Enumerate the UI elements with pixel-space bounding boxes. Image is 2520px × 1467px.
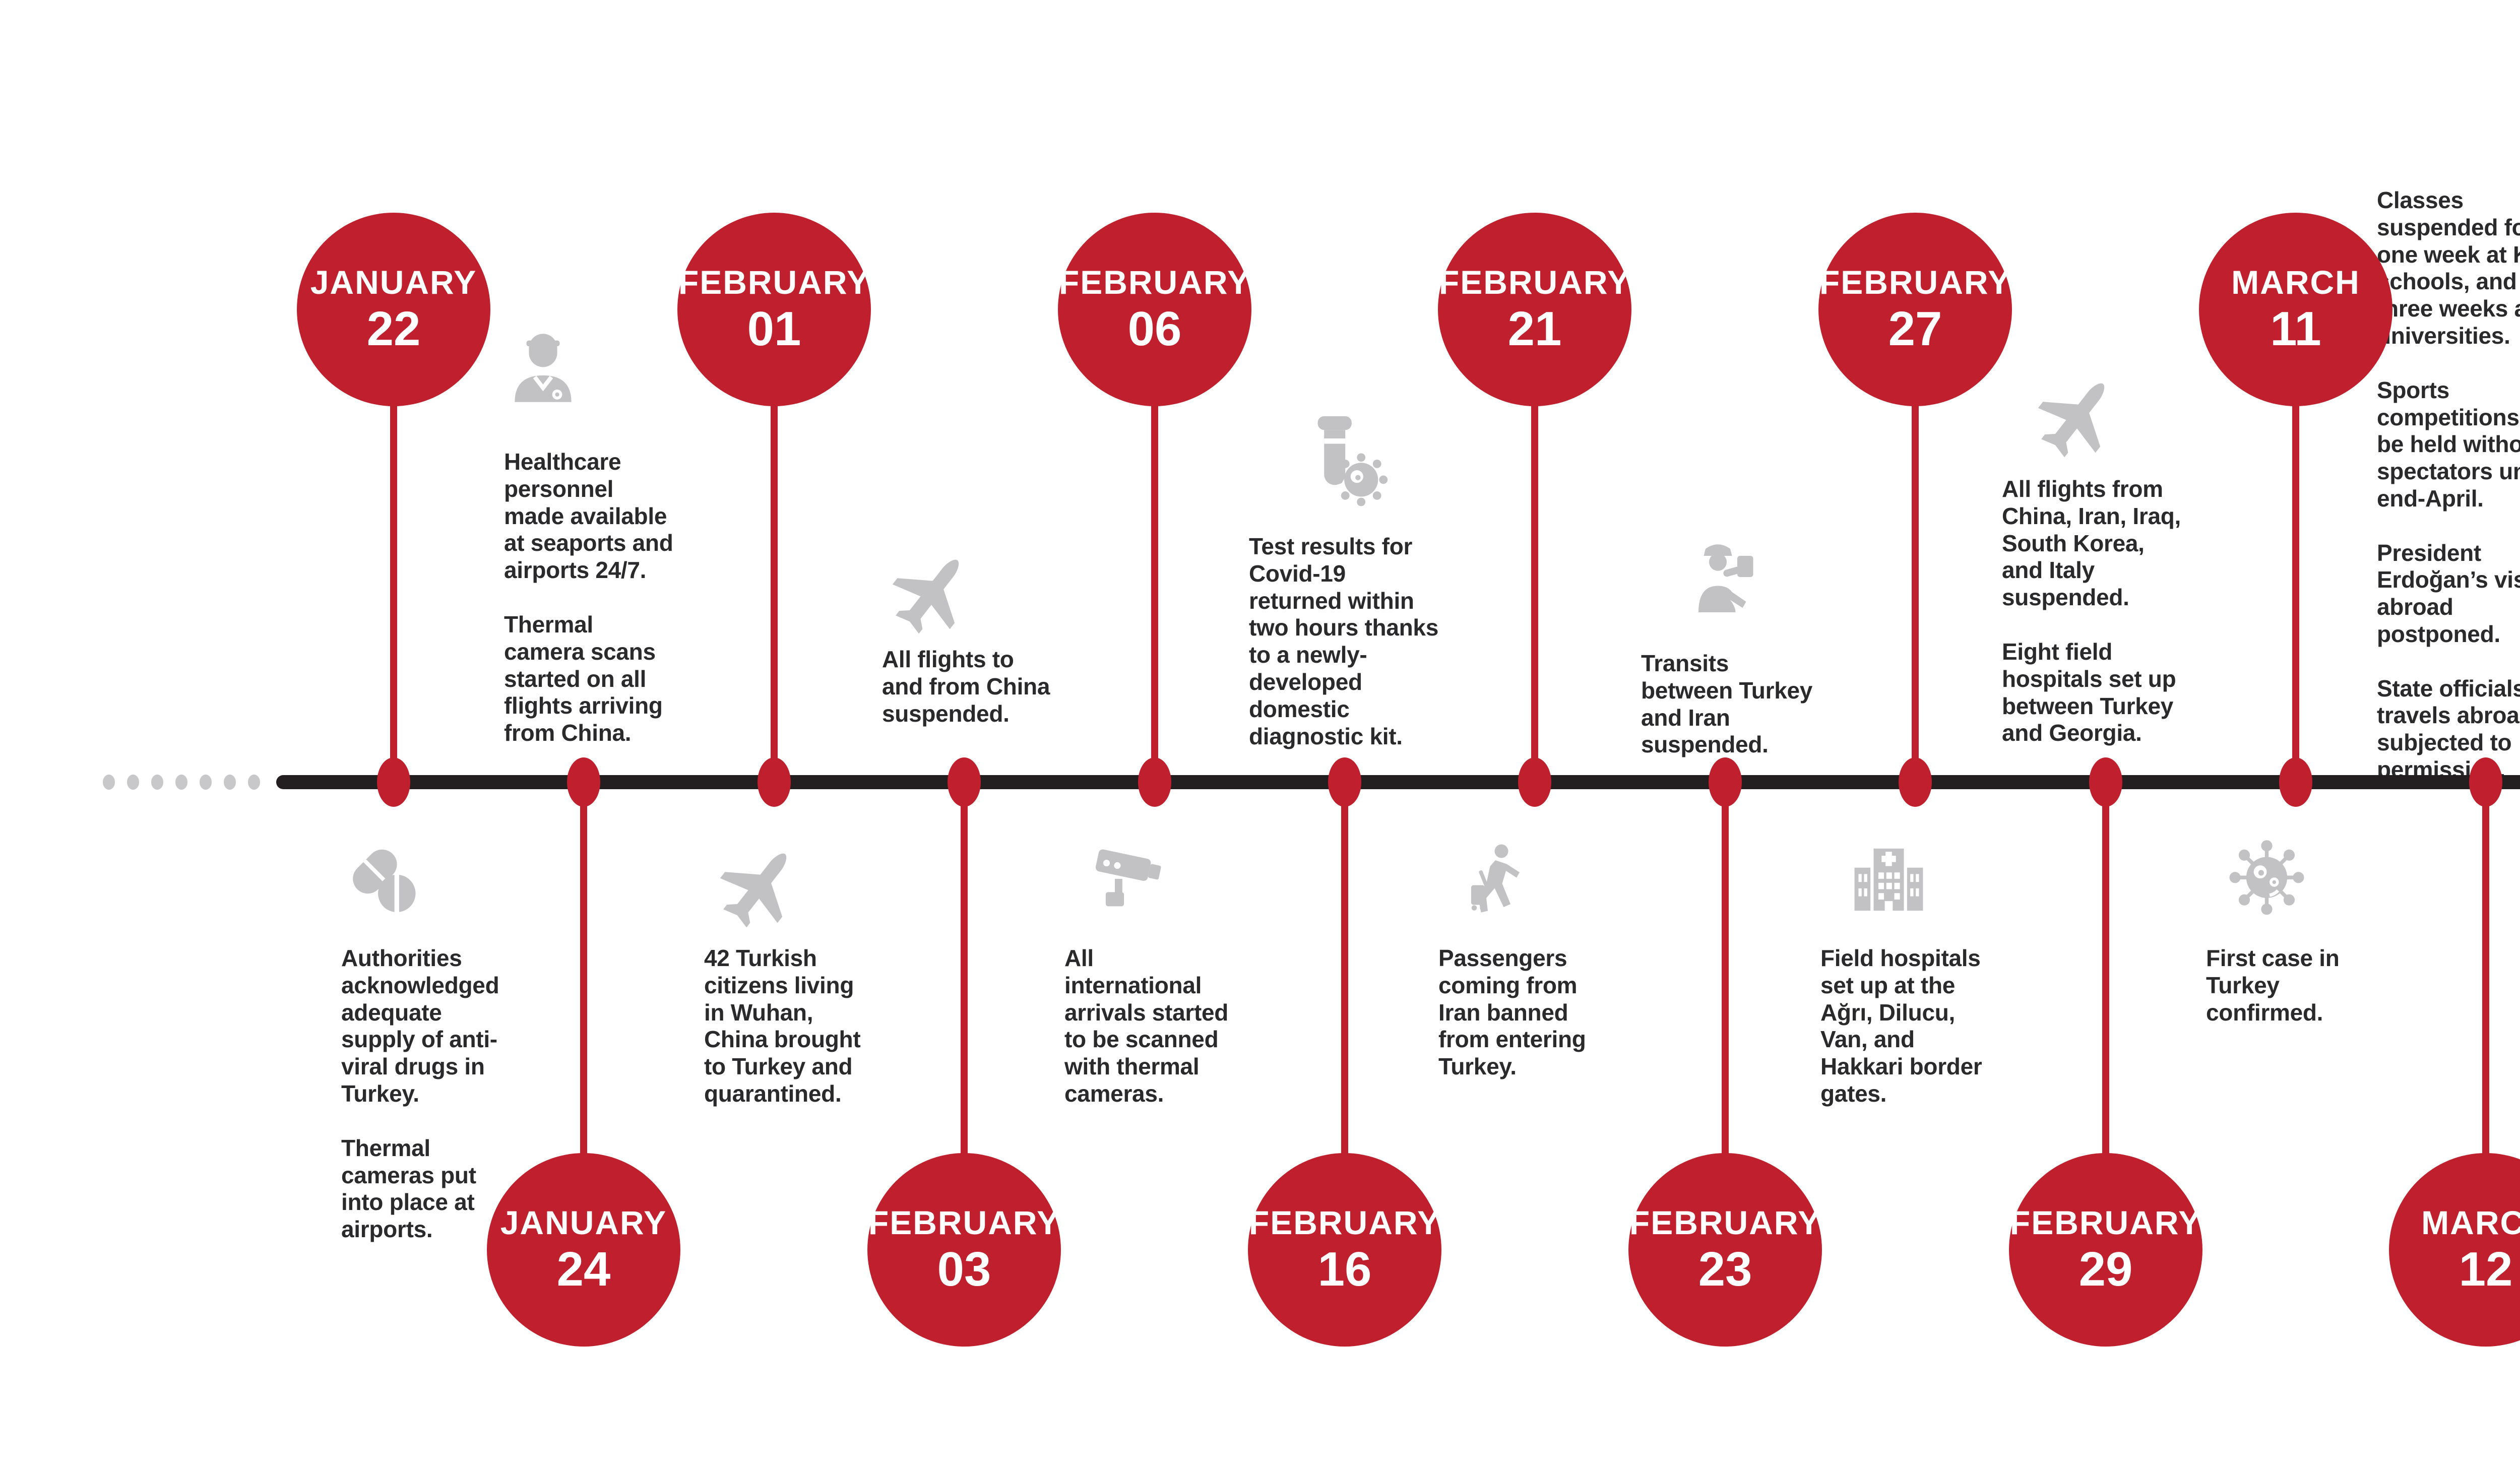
- event-description: All flights from China, Iran, Iraq, Sout…: [2002, 476, 2181, 746]
- event-day-label: 29: [2078, 1242, 2133, 1296]
- event-day-label: 16: [1317, 1242, 1372, 1296]
- event-description: Test results for Covid-19 returned withi…: [1249, 533, 1439, 749]
- event-date-bubble: FEBRUARY 29: [2009, 1153, 2202, 1347]
- event-month-label: FEBRUARY: [678, 264, 870, 301]
- event-connector-line: [1341, 782, 1348, 1250]
- lead-dot: [103, 775, 115, 790]
- event-date-bubble: FEBRUARY 27: [1818, 213, 2012, 406]
- airplane-icon: [2026, 370, 2124, 469]
- lead-dot: [224, 775, 236, 790]
- event-connector-line: [1531, 309, 1538, 782]
- event-month-label: JANUARY: [500, 1204, 667, 1242]
- timeline-axis: [276, 775, 2520, 789]
- pills-icon: [345, 841, 423, 921]
- event-month-label: JANUARY: [310, 264, 477, 301]
- event-description: 42 Turkish citizens living in Wuhan, Chi…: [704, 945, 861, 1107]
- event-description: Passengers coming from Iran banned from …: [1438, 945, 1586, 1080]
- event-day-label: 21: [1507, 301, 1562, 356]
- doctor-icon: [501, 328, 585, 413]
- event-connector-line: [2102, 782, 2109, 1250]
- event-connector-line: [1722, 782, 1729, 1250]
- event-date-bubble: JANUARY 22: [297, 213, 490, 406]
- event-connector-line: [1151, 309, 1158, 782]
- event-day-label: 24: [556, 1242, 611, 1296]
- event-connector-line: [390, 309, 397, 782]
- event-day-label: 27: [1888, 301, 1942, 356]
- event-description: Field hospitals set up at the Ağrı, Dilu…: [1820, 945, 1982, 1107]
- event-date-bubble: FEBRUARY 23: [1628, 1153, 1822, 1347]
- lead-dot: [175, 775, 187, 790]
- event-month-label: MARCH: [2231, 264, 2360, 301]
- event-month-label: FEBRUARY: [868, 1204, 1060, 1242]
- event-description: Transits between Turkey and Iran suspend…: [1641, 650, 1813, 758]
- event-month-label: FEBRUARY: [2009, 1204, 2202, 1242]
- event-month-label: FEBRUARY: [1248, 1204, 1441, 1242]
- event-description: Authorities acknowledged adequate supply…: [341, 945, 499, 1243]
- event-description: All international arrivals started to be…: [1064, 945, 1229, 1107]
- event-connector-line: [961, 782, 968, 1250]
- lead-dot: [248, 775, 260, 790]
- event-connector-line: [580, 782, 587, 1250]
- event-day-label: 23: [1698, 1242, 1752, 1296]
- event-day-label: 03: [937, 1242, 991, 1296]
- lead-dot: [151, 775, 163, 790]
- lead-dot: [200, 775, 212, 790]
- event-day-label: 11: [2270, 301, 2321, 356]
- hospital-icon: [1842, 841, 1935, 920]
- event-connector-line: [2292, 309, 2299, 782]
- event-day-label: 01: [747, 301, 801, 356]
- event-date-bubble: FEBRUARY 03: [867, 1153, 1061, 1347]
- event-month-label: FEBRUARY: [1058, 264, 1251, 301]
- event-description: All flights to and from China suspended.: [882, 646, 1050, 727]
- event-month-label: FEBRUARY: [1438, 264, 1631, 301]
- event-description: Healthcare personnel made available at s…: [504, 449, 673, 746]
- event-month-label: FEBRUARY: [1819, 264, 2011, 301]
- event-date-bubble: MARCH 12: [2389, 1153, 2520, 1347]
- event-connector-line: [771, 309, 778, 782]
- event-month-label: FEBRUARY: [1629, 1204, 1821, 1242]
- event-date-bubble: FEBRUARY 01: [677, 213, 871, 406]
- cctv-camera-icon: [1089, 841, 1174, 924]
- event-date-bubble: FEBRUARY 16: [1248, 1153, 1441, 1347]
- event-description: First case in Turkey confirmed.: [2206, 945, 2340, 1026]
- event-day-label: 22: [366, 301, 421, 356]
- event-date-bubble: FEBRUARY 06: [1058, 213, 1251, 406]
- event-connector-line: [2482, 782, 2489, 1250]
- event-date-bubble: FEBRUARY 21: [1438, 213, 1631, 406]
- event-day-label: 12: [2459, 1242, 2513, 1296]
- event-description: Classes suspended for one week at K-12 s…: [2377, 187, 2520, 783]
- event-date-bubble: JANUARY 24: [487, 1153, 680, 1347]
- event-month-label: MARCH: [2421, 1204, 2520, 1242]
- event-date-bubble: MARCH 11: [2199, 213, 2392, 406]
- airplane-icon: [880, 547, 979, 645]
- event-day-label: 06: [1127, 301, 1182, 356]
- virus-icon: [2220, 829, 2313, 922]
- traveler-icon: [1459, 837, 1535, 925]
- passport-control-icon: [1681, 527, 1769, 627]
- test-kit-icon: [1290, 408, 1396, 522]
- event-connector-line: [1912, 309, 1919, 782]
- airplane-icon: [708, 841, 806, 939]
- lead-dot: [127, 775, 139, 790]
